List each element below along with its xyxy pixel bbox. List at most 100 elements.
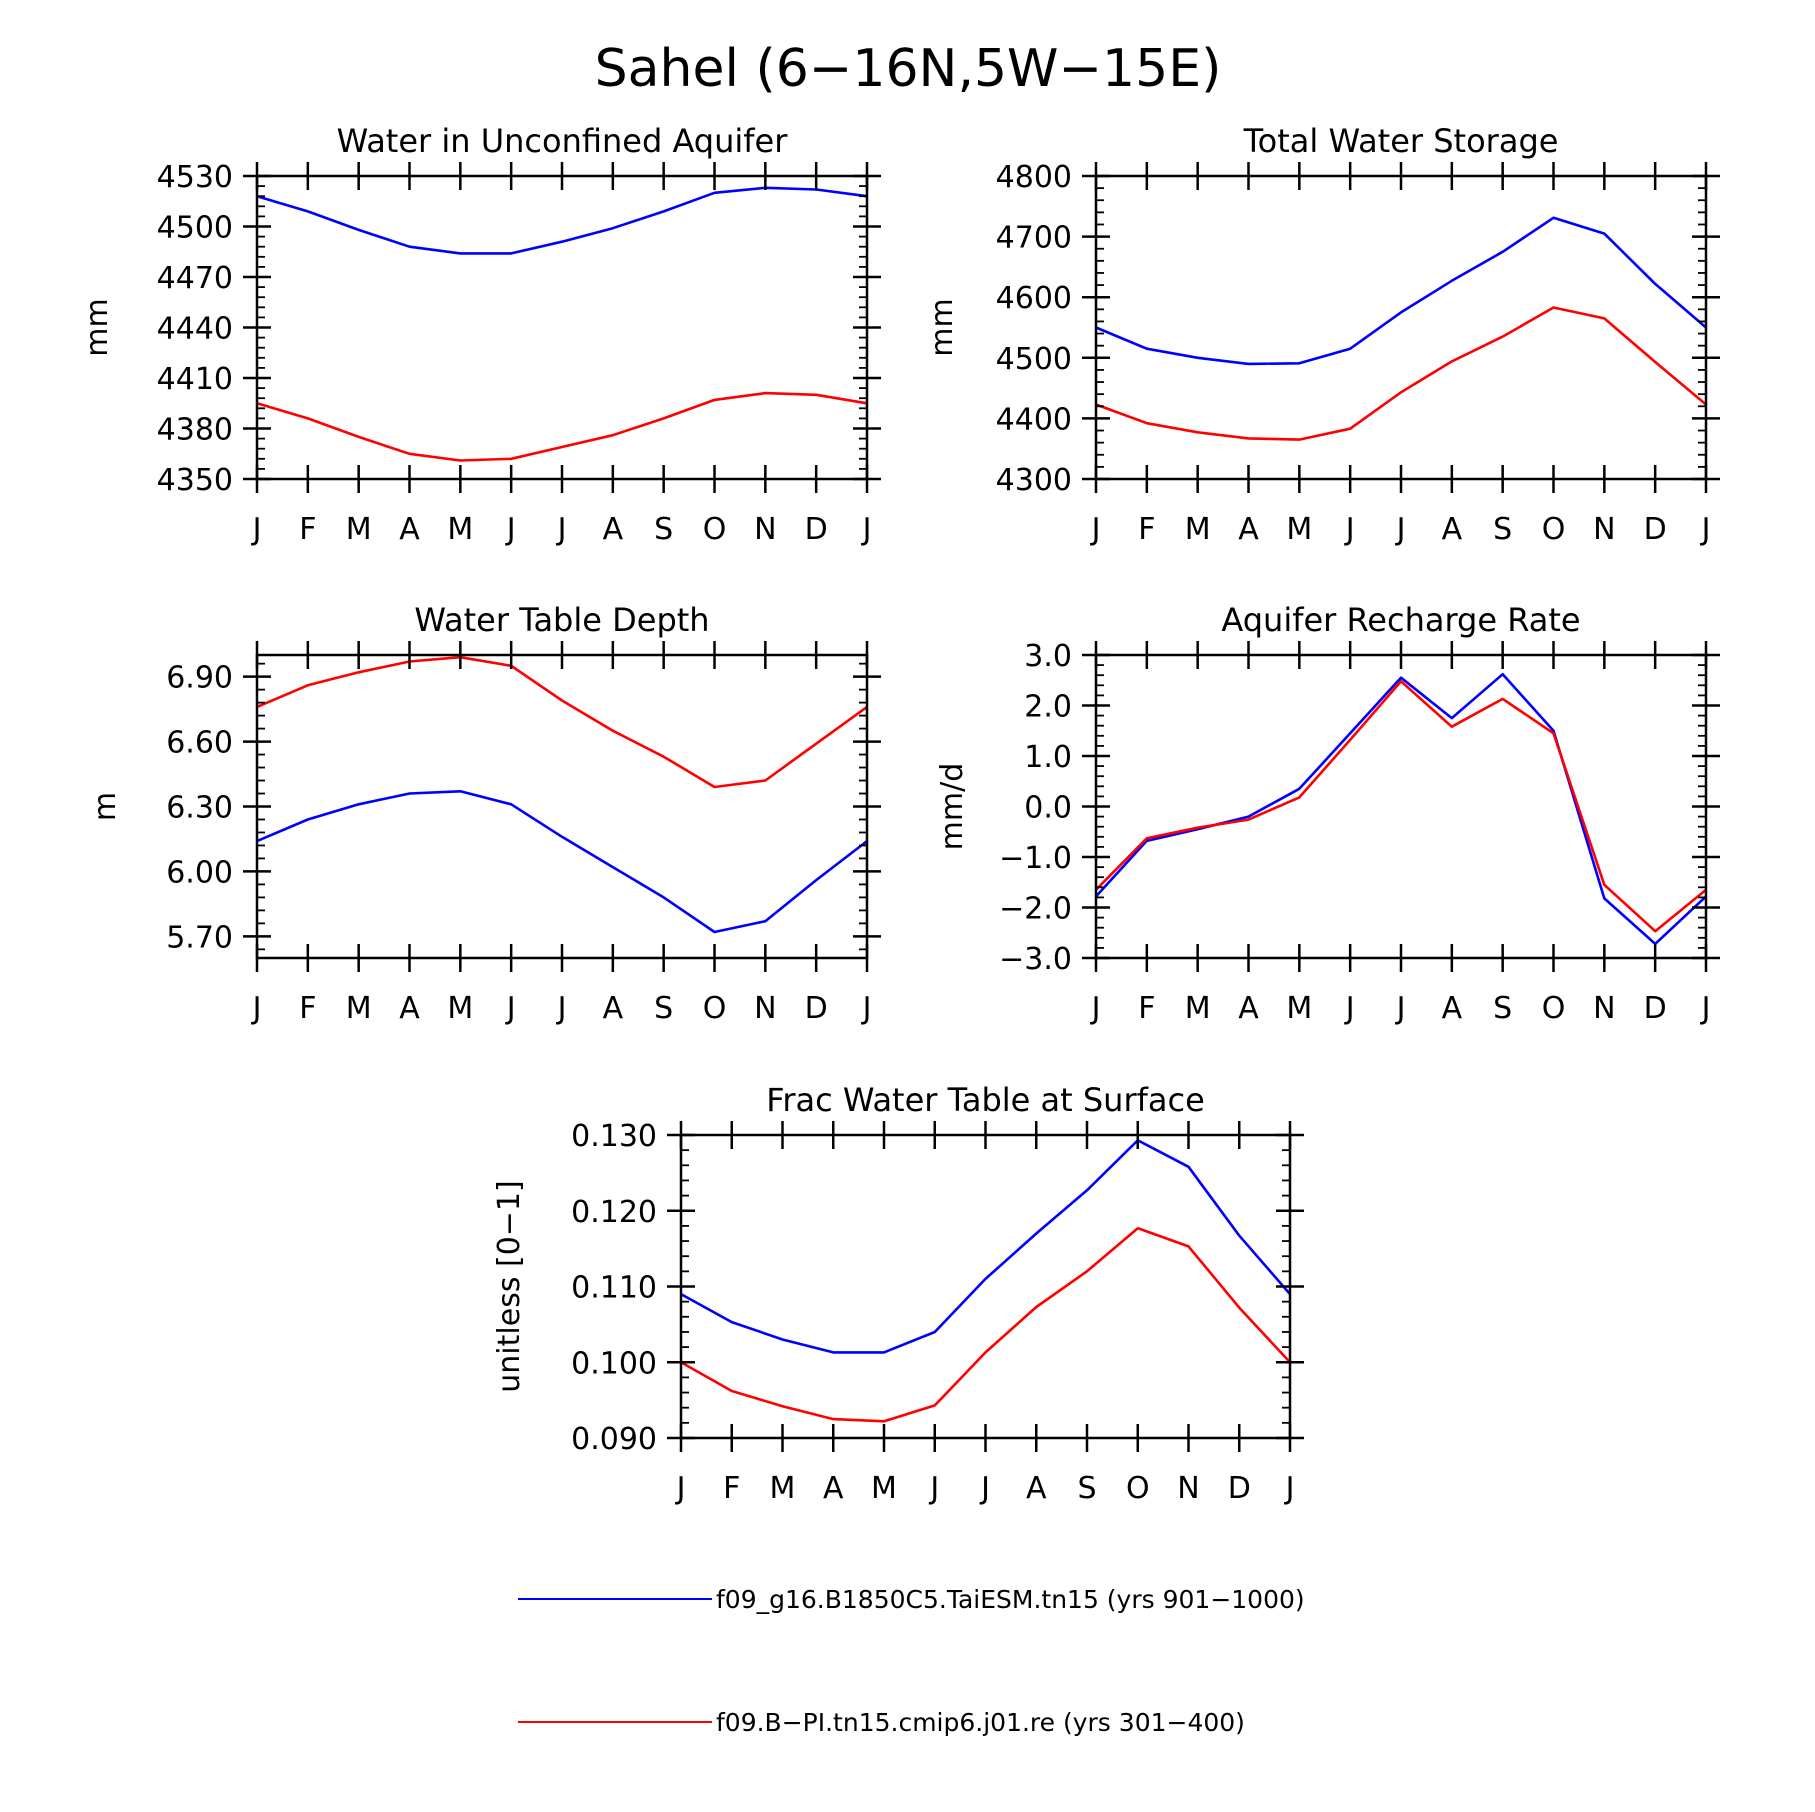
x-tick-label: J bbox=[1395, 991, 1406, 1026]
x-tick-label: M bbox=[1185, 991, 1211, 1026]
y-tick-label: 6.30 bbox=[166, 791, 233, 826]
y-tick-label: 4400 bbox=[996, 402, 1072, 437]
x-tick-label: F bbox=[723, 1471, 740, 1506]
series-line-1 bbox=[1095, 216, 1707, 366]
x-tick-label: J bbox=[505, 512, 516, 547]
y-axis-label: mm bbox=[925, 298, 960, 356]
y-tick-label: 0.130 bbox=[571, 1119, 657, 1154]
y-tick-label: −1.0 bbox=[999, 841, 1072, 876]
x-tick-label: J bbox=[979, 1471, 990, 1506]
x-tick-label: J bbox=[861, 512, 872, 547]
series-line-1 bbox=[680, 1139, 1291, 1354]
x-tick-label: J bbox=[675, 1471, 686, 1506]
y-tick-label: 4380 bbox=[157, 413, 233, 448]
x-tick-label: N bbox=[1177, 1471, 1199, 1506]
y-tick-label: 4530 bbox=[157, 160, 233, 195]
x-tick-label: M bbox=[1286, 991, 1312, 1026]
y-axis-label: m bbox=[88, 792, 123, 821]
panel-title: Aquifer Recharge Rate bbox=[1221, 601, 1580, 639]
chart-panel-1: J F M A M J J A S O N D J435043804410444044704500453… bbox=[80, 122, 881, 547]
x-tick-label: M bbox=[346, 991, 372, 1026]
x-tick-label: J bbox=[1344, 991, 1355, 1026]
y-tick-label: 6.00 bbox=[166, 855, 233, 890]
x-tick-label: M bbox=[447, 991, 473, 1026]
x-tick-label: J bbox=[556, 512, 567, 547]
y-tick-label: 0.120 bbox=[571, 1195, 657, 1230]
y-tick-label: 6.60 bbox=[166, 726, 233, 761]
x-tick-label: S bbox=[1493, 991, 1512, 1026]
panel-title: Water Table Depth bbox=[414, 601, 709, 639]
x-tick-label: M bbox=[871, 1471, 897, 1506]
y-axis-label: mm bbox=[80, 298, 115, 356]
x-tick-label: J bbox=[1700, 991, 1711, 1026]
series-line-2 bbox=[1095, 306, 1707, 441]
y-tick-label: 0.110 bbox=[571, 1271, 657, 1306]
chart-panels: J F M A M J J A S O N D J435043804410444044704500453… bbox=[80, 122, 1720, 1506]
x-tick-label: M bbox=[1286, 512, 1312, 547]
x-tick-label: A bbox=[1442, 512, 1463, 547]
y-tick-label: −3.0 bbox=[999, 942, 1072, 977]
y-tick-label: 4500 bbox=[157, 211, 233, 246]
x-tick-label: O bbox=[703, 991, 727, 1026]
x-tick-label: F bbox=[299, 512, 316, 547]
x-tick-label: M bbox=[447, 512, 473, 547]
legend-label-series-2: f09.B−PI.tn15.cmip6.j01.re (yrs 301−400) bbox=[716, 1708, 1245, 1737]
x-tick-label: J bbox=[251, 512, 262, 547]
panel-title: Frac Water Table at Surface bbox=[766, 1081, 1205, 1119]
x-tick-label: O bbox=[703, 512, 727, 547]
x-tick-label: O bbox=[1542, 991, 1566, 1026]
y-tick-label: 4470 bbox=[157, 261, 233, 296]
y-tick-label: 4410 bbox=[157, 362, 233, 397]
x-tick-label: J bbox=[251, 991, 262, 1026]
x-tick-label: M bbox=[770, 1471, 796, 1506]
x-tick-label: A bbox=[1026, 1471, 1047, 1506]
y-tick-label: −2.0 bbox=[999, 892, 1072, 927]
x-tick-label: J bbox=[928, 1471, 939, 1506]
y-axis-label: mm/d bbox=[935, 763, 970, 851]
chart-panel-4: J F M A M J J A S O N D J−3.0−2.0−1.00.01.02.03.0Aqu… bbox=[935, 601, 1720, 1026]
y-tick-label: 3.0 bbox=[1024, 639, 1072, 674]
x-tick-label: N bbox=[754, 991, 776, 1026]
x-tick-label: J bbox=[556, 991, 567, 1026]
y-tick-label: 1.0 bbox=[1024, 740, 1072, 775]
series-line-1 bbox=[256, 186, 868, 255]
y-tick-label: 0.090 bbox=[571, 1422, 657, 1457]
x-tick-label: J bbox=[1344, 512, 1355, 547]
y-tick-label: 4350 bbox=[157, 463, 233, 498]
y-tick-label: 4600 bbox=[996, 281, 1072, 316]
plot-frame bbox=[1094, 653, 1708, 960]
y-tick-label: 0.0 bbox=[1024, 791, 1072, 826]
y-tick-label: 2.0 bbox=[1024, 690, 1072, 725]
x-tick-label: N bbox=[1593, 512, 1615, 547]
series-line-2 bbox=[1095, 679, 1707, 933]
legend-label-series-1: f09_g16.B1850C5.TaiESM.tn15 (yrs 901−100… bbox=[716, 1585, 1305, 1614]
x-tick-label: D bbox=[805, 512, 828, 547]
x-tick-label: D bbox=[1644, 991, 1667, 1026]
series-line-1 bbox=[1095, 672, 1707, 946]
x-tick-label: J bbox=[1090, 991, 1101, 1026]
x-tick-label: O bbox=[1542, 512, 1566, 547]
x-tick-label: S bbox=[1077, 1471, 1096, 1506]
x-tick-label: A bbox=[603, 991, 624, 1026]
series-line-2 bbox=[680, 1226, 1291, 1423]
x-tick-label: A bbox=[1238, 991, 1259, 1026]
x-tick-label: D bbox=[1228, 1471, 1251, 1506]
x-tick-label: A bbox=[603, 512, 624, 547]
x-tick-label: A bbox=[1238, 512, 1259, 547]
y-tick-label: 6.90 bbox=[166, 661, 233, 696]
panel-title: Water in Unconfined Aquifer bbox=[337, 122, 789, 160]
chart-panel-2: J F M A M J J A S O N D J430044004500460047004800Tot… bbox=[925, 122, 1720, 547]
y-axis-label: unitless [0−1] bbox=[492, 1180, 527, 1392]
x-tick-label: D bbox=[805, 991, 828, 1026]
series-line-2 bbox=[256, 655, 868, 789]
figure-title: Sahel (6−16N,5W−15E) bbox=[595, 39, 1222, 99]
x-tick-label: J bbox=[1284, 1471, 1295, 1506]
x-tick-label: F bbox=[1138, 991, 1155, 1026]
x-tick-label: N bbox=[1593, 991, 1615, 1026]
x-tick-label: A bbox=[399, 991, 420, 1026]
series-line-2 bbox=[256, 391, 868, 462]
x-tick-label: M bbox=[346, 512, 372, 547]
x-tick-label: F bbox=[299, 991, 316, 1026]
